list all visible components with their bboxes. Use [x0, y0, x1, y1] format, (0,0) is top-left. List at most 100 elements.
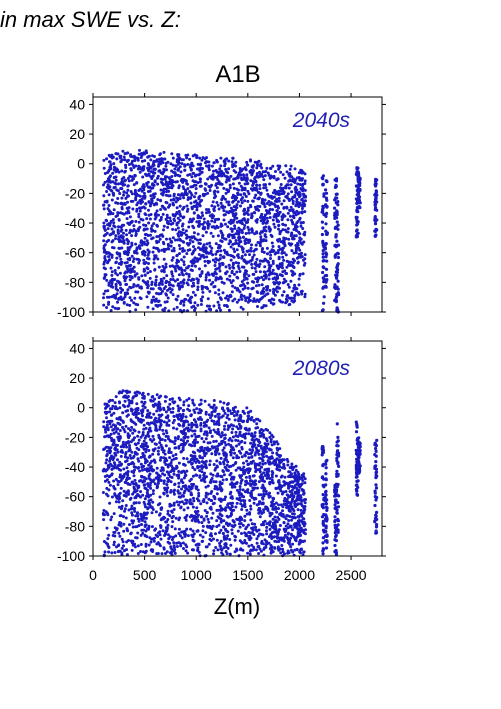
data-point — [264, 183, 267, 187]
data-point — [161, 428, 165, 432]
data-point — [164, 217, 168, 221]
data-point — [228, 239, 232, 243]
data-point — [234, 213, 238, 216]
data-point — [257, 283, 261, 287]
data-point — [180, 224, 184, 228]
data-point — [213, 414, 217, 418]
data-point — [109, 425, 113, 429]
data-point — [281, 490, 285, 494]
data-point — [129, 428, 132, 432]
data-point — [292, 266, 296, 269]
data-point — [222, 209, 226, 213]
data-point — [107, 153, 111, 157]
data-point — [131, 155, 134, 159]
data-point — [182, 303, 186, 307]
data-point — [204, 246, 208, 250]
data-point — [186, 207, 190, 211]
data-point — [113, 447, 117, 451]
data-point — [240, 254, 244, 258]
data-point — [229, 451, 233, 455]
data-point — [238, 466, 242, 470]
data-point — [187, 220, 191, 224]
data-point — [292, 211, 296, 215]
data-point — [134, 195, 138, 198]
data-point — [205, 208, 208, 211]
data-point — [247, 228, 251, 232]
data-point — [143, 253, 147, 257]
data-point — [291, 236, 295, 240]
data-point — [133, 155, 137, 159]
data-point — [125, 282, 129, 286]
data-point — [203, 454, 207, 458]
data-point — [157, 475, 160, 479]
data-point — [103, 267, 107, 271]
data-point — [217, 417, 221, 421]
data-point — [157, 417, 161, 421]
data-point — [243, 541, 247, 545]
data-point — [282, 521, 286, 524]
data-point — [133, 250, 136, 253]
data-point — [134, 290, 138, 294]
data-point — [138, 469, 142, 473]
data-point — [179, 302, 183, 305]
data-point — [262, 489, 266, 493]
data-point — [188, 299, 192, 303]
data-point — [233, 418, 237, 422]
data-point — [231, 265, 235, 269]
data-point — [241, 250, 245, 254]
data-point — [286, 227, 290, 231]
data-point — [159, 537, 163, 541]
data-point — [173, 279, 177, 283]
data-point — [107, 488, 111, 492]
data-point — [158, 427, 162, 431]
data-point — [272, 298, 276, 302]
data-point — [290, 299, 294, 303]
data-point — [163, 438, 167, 442]
data-point — [180, 416, 184, 420]
data-point — [170, 270, 174, 274]
data-point — [150, 224, 154, 228]
data-point — [149, 481, 153, 485]
data-point — [147, 499, 151, 503]
data-point — [116, 273, 120, 277]
data-point — [231, 156, 235, 160]
data-point — [142, 423, 146, 427]
data-point — [220, 205, 224, 209]
data-point — [191, 224, 195, 228]
data-point — [246, 260, 250, 264]
data-point — [219, 528, 223, 532]
data-point — [107, 255, 111, 259]
data-point — [232, 247, 236, 251]
data-point — [200, 158, 204, 162]
data-point — [274, 474, 278, 478]
data-point — [281, 270, 285, 274]
data-point — [303, 188, 307, 192]
data-point — [212, 549, 216, 553]
data-point — [126, 158, 130, 162]
data-point — [270, 473, 274, 477]
data-point — [224, 495, 227, 499]
data-point — [246, 213, 250, 217]
data-point — [204, 491, 208, 495]
data-point — [373, 216, 377, 220]
data-point — [226, 546, 230, 550]
data-point — [186, 248, 190, 252]
data-point — [108, 459, 112, 463]
data-point — [219, 182, 223, 186]
data-point — [126, 200, 129, 204]
data-point — [117, 432, 121, 436]
data-point — [256, 197, 260, 201]
data-point — [216, 249, 220, 253]
data-point — [181, 484, 185, 488]
data-point — [373, 203, 378, 207]
data-point — [236, 529, 240, 533]
data-point — [192, 183, 196, 187]
data-point — [321, 252, 325, 256]
data-point — [285, 196, 289, 200]
data-point — [111, 171, 115, 175]
data-point — [114, 287, 118, 291]
data-point — [143, 159, 147, 163]
data-point — [163, 177, 167, 181]
data-point — [301, 177, 304, 181]
data-point — [324, 214, 328, 218]
